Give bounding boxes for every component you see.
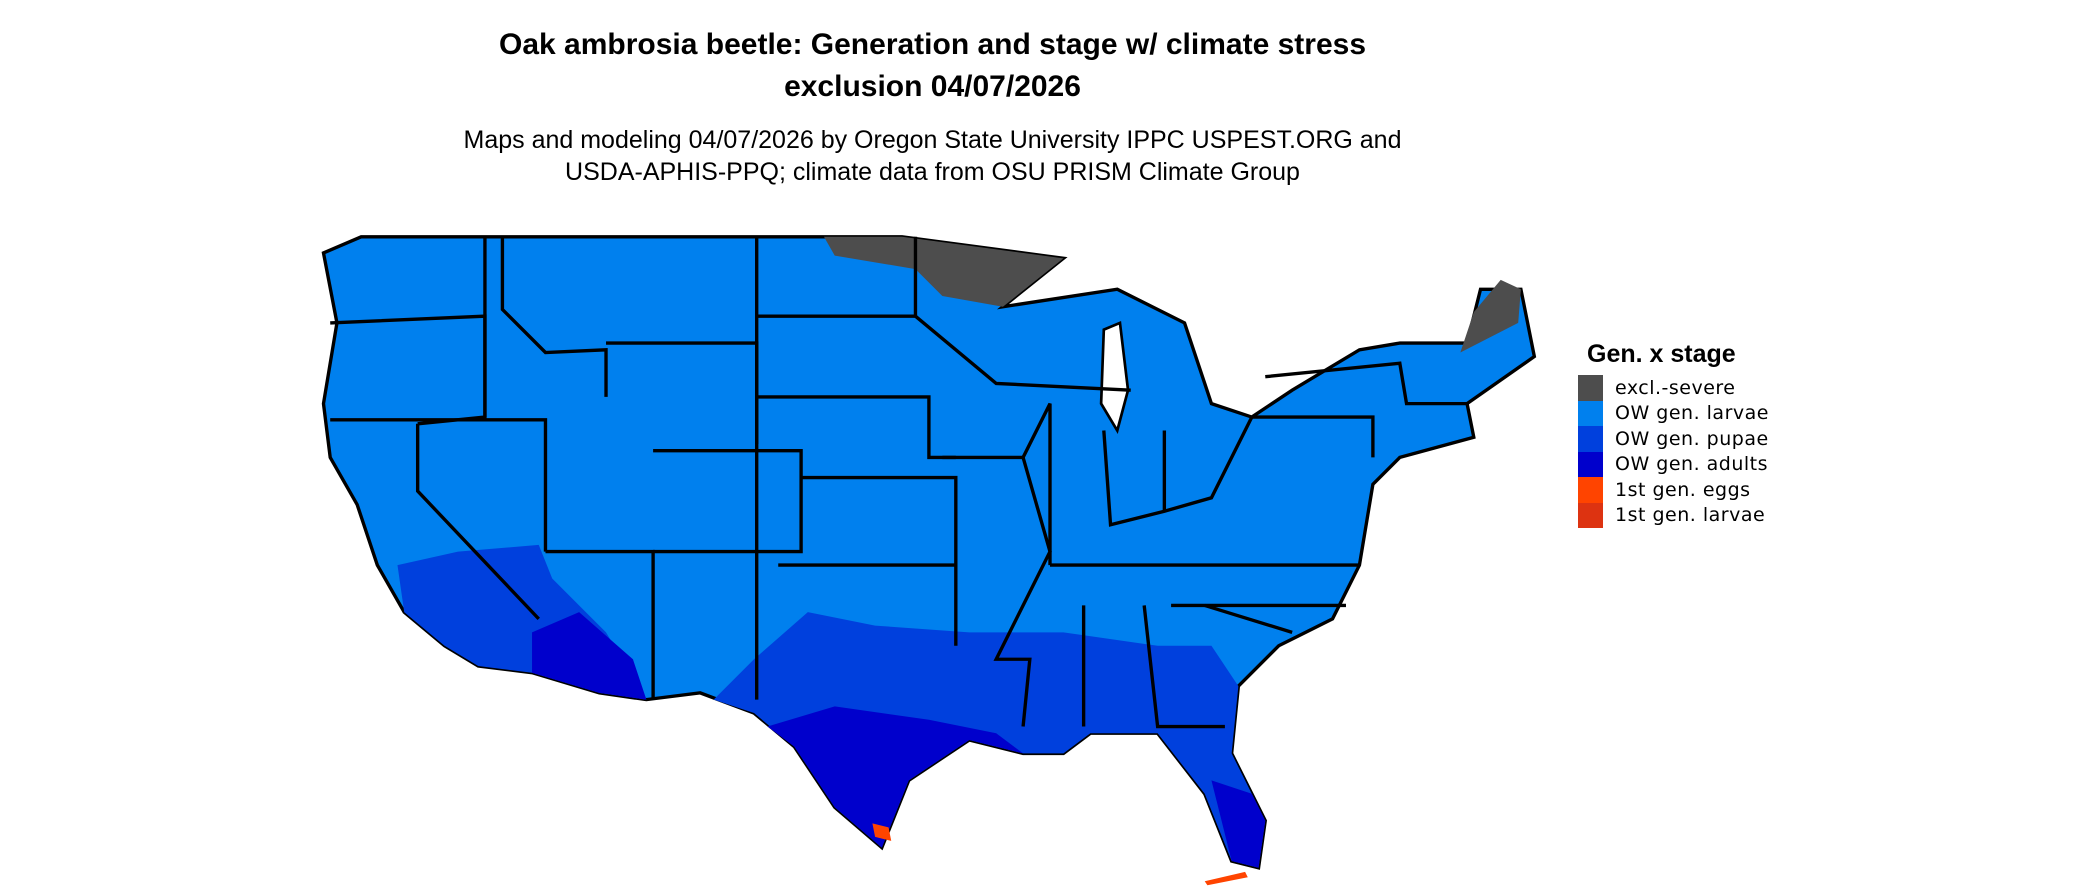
legend-label: OW gen. pupae: [1615, 427, 1769, 450]
lake-michigan: [1099, 320, 1130, 434]
legend-label: OW gen. adults: [1615, 453, 1769, 476]
legend: Gen. x stage excl.-severe OW gen. larvae O…: [1578, 340, 1769, 528]
state-borders: [330, 236, 1468, 729]
excluded-region-maine: [1460, 279, 1521, 353]
legend-label: OW gen. larvae: [1615, 402, 1769, 425]
legend-swatch: [1578, 477, 1603, 503]
legend-label: 1st gen. eggs: [1615, 478, 1751, 501]
legend-swatch: [1578, 426, 1603, 452]
eggs-region-florida-keys: [1204, 871, 1248, 886]
legend-label: excl.-severe: [1615, 376, 1736, 399]
legend-label: 1st gen. larvae: [1615, 504, 1766, 527]
legend-item: OW gen. pupae: [1578, 426, 1769, 452]
legend-item: 1st gen. larvae: [1578, 502, 1769, 528]
adults-region-florida: [1211, 780, 1266, 868]
legend-swatch: [1578, 375, 1603, 401]
legend-swatch: [1578, 400, 1603, 426]
adults-region-southwest: [532, 612, 647, 700]
legend-item: 1st gen. eggs: [1578, 477, 1769, 503]
adults-region-texas: [767, 706, 1024, 848]
legend-swatch: [1578, 502, 1603, 528]
legend-item: OW gen. larvae: [1578, 400, 1769, 426]
map-subtitle-line-2: USDA-APHIS-PPQ; climate data from OSU PR…: [565, 158, 1300, 186]
map-title-line-2: exclusion 04/07/2026: [784, 70, 1081, 103]
map-title-line-1: Oak ambrosia beetle: Generation and stag…: [499, 28, 1366, 61]
map-subtitle-line-1: Maps and modeling 04/07/2026 by Oregon S…: [463, 126, 1402, 154]
legend-item: OW gen. adults: [1578, 451, 1769, 477]
legend-item: excl.-severe: [1578, 375, 1769, 401]
legend-title: Gen. x stage: [1587, 340, 1736, 368]
legend-swatch: [1578, 451, 1603, 477]
eggs-region-south-texas: [872, 823, 892, 841]
excluded-region-minnesota: [823, 236, 1064, 307]
